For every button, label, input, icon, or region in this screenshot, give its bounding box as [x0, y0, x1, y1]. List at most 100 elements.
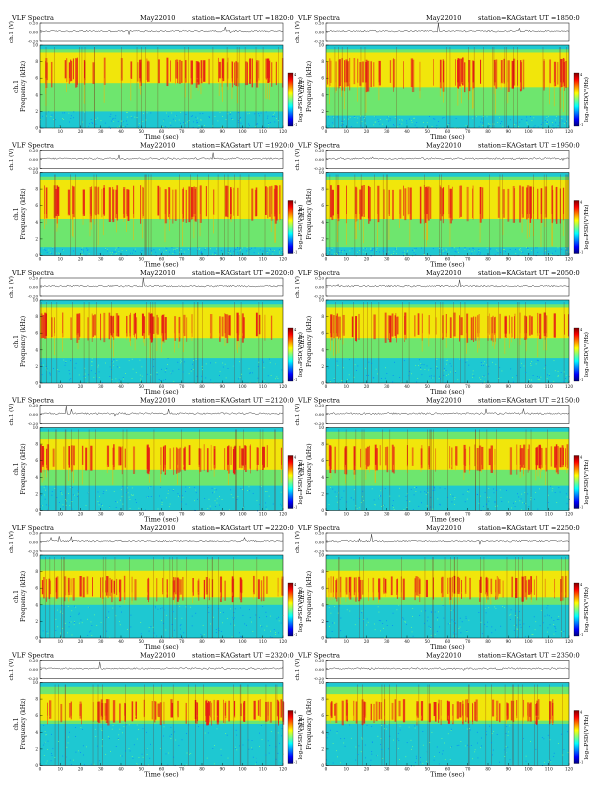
- noise-speckle: [113, 118, 114, 119]
- noise-speckle: [178, 369, 179, 370]
- noise-speckle: [513, 503, 514, 504]
- burst-mark: [258, 700, 259, 715]
- noise-speckle: [147, 112, 148, 113]
- noise-speckle: [429, 376, 430, 377]
- noise-speckle: [465, 745, 466, 746]
- spectrogram-ylabel: Frequency (kHz): [306, 443, 313, 494]
- noise-speckle: [492, 733, 493, 734]
- noise-speckle: [396, 253, 397, 254]
- noise-speckle: [173, 611, 174, 612]
- burst-mark: [475, 317, 476, 341]
- noise-speckle: [182, 739, 183, 740]
- noise-speckle: [70, 616, 71, 617]
- burst-tail: [68, 592, 69, 600]
- noise-speckle: [240, 636, 241, 637]
- noise-speckle: [206, 364, 207, 365]
- noise-speckle: [529, 626, 530, 627]
- noise-speckle: [230, 489, 231, 490]
- noise-speckle: [510, 619, 511, 620]
- freq-tick-label: 8: [35, 442, 38, 447]
- noise-speckle: [337, 731, 338, 732]
- noise-speckle: [383, 628, 384, 629]
- noise-speckle: [88, 126, 89, 127]
- noise-speckle: [147, 754, 148, 755]
- noise-speckle: [545, 250, 546, 251]
- noise-speckle: [82, 122, 83, 123]
- noise-speckle: [439, 764, 440, 765]
- noise-speckle: [376, 251, 377, 252]
- colorbar: [574, 201, 579, 254]
- burst-tail: [105, 716, 106, 723]
- noise-speckle: [427, 366, 428, 367]
- noise-speckle: [472, 248, 473, 249]
- time-tick-label: 80: [485, 129, 491, 134]
- noise-speckle: [329, 250, 330, 251]
- noise-speckle: [506, 726, 507, 727]
- burst-tail: [209, 716, 210, 723]
- noise-speckle: [249, 125, 250, 126]
- noise-speckle: [377, 736, 378, 737]
- noise-speckle: [278, 617, 279, 618]
- noise-speckle: [495, 630, 496, 631]
- noise-speckle: [207, 758, 208, 759]
- noise-speckle: [342, 122, 343, 123]
- noise-speckle: [94, 614, 95, 615]
- freq-tick-label: 8: [35, 697, 38, 702]
- burst-tail: [161, 333, 162, 352]
- freq-tick-label: 2: [35, 236, 38, 241]
- noise-speckle: [278, 732, 279, 733]
- noise-speckle: [165, 370, 166, 371]
- burst-tail: [420, 82, 421, 98]
- noise-speckle: [97, 118, 98, 119]
- noise-speckle: [446, 375, 447, 376]
- time-tick-label: 100: [239, 257, 247, 262]
- noise-speckle: [347, 609, 348, 610]
- noise-speckle: [400, 381, 401, 382]
- burst-tail: [422, 333, 423, 351]
- noise-speckle: [233, 251, 234, 252]
- noise-speckle: [87, 250, 88, 251]
- burst-mark: [107, 446, 109, 467]
- noise-speckle: [243, 507, 244, 508]
- burst-mark: [552, 185, 553, 223]
- noise-speckle: [278, 753, 279, 754]
- noise-speckle: [529, 379, 530, 380]
- time-tick-label: 100: [525, 767, 533, 772]
- noise-speckle: [535, 492, 536, 493]
- noise-speckle: [336, 750, 337, 751]
- noise-speckle: [65, 623, 66, 624]
- noise-speckle: [107, 251, 108, 252]
- burst-mark: [331, 190, 333, 220]
- time-tick-label: 80: [199, 384, 205, 389]
- burst-mark: [73, 446, 74, 466]
- burst-tail: [429, 333, 430, 346]
- burst-mark: [514, 188, 515, 223]
- noise-speckle: [473, 248, 474, 249]
- noise-speckle: [557, 619, 558, 620]
- noise-speckle: [184, 252, 185, 253]
- spectrogram-ylabel-channel: ch.1: [299, 335, 306, 348]
- time-tick-label: 90: [506, 639, 512, 644]
- noise-speckle: [408, 375, 409, 376]
- burst-tail: [545, 465, 546, 485]
- noise-speckle: [511, 609, 512, 610]
- noise-speckle: [430, 628, 431, 629]
- burst-mark: [419, 578, 420, 602]
- noise-speckle: [355, 364, 356, 365]
- noise-speckle: [226, 119, 227, 120]
- noise-speckle: [424, 623, 425, 624]
- waveform-tick-label: 0.20: [315, 658, 324, 663]
- noise-speckle: [171, 734, 172, 735]
- noise-speckle: [429, 116, 430, 117]
- noise-speckle: [63, 506, 64, 507]
- burst-mark: [135, 313, 136, 334]
- colorbar: [574, 583, 579, 636]
- burst-tail: [501, 82, 502, 89]
- noise-speckle: [257, 500, 258, 501]
- noise-speckle: [120, 606, 121, 607]
- freq-tick-label: 2: [321, 109, 324, 114]
- noise-speckle: [199, 248, 200, 249]
- noise-speckle: [57, 369, 58, 370]
